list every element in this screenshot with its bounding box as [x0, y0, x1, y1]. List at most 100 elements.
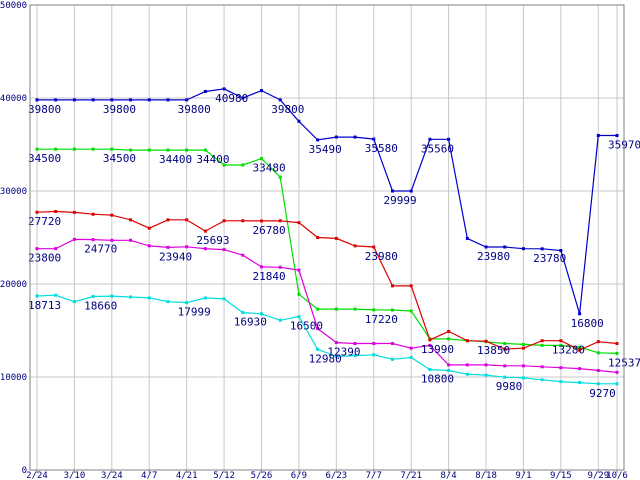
- data-point: [241, 219, 245, 223]
- data-point: [503, 245, 507, 249]
- data-point: [615, 351, 619, 355]
- data-point: [222, 87, 226, 91]
- data-point: [147, 226, 151, 230]
- data-point: [35, 147, 39, 151]
- data-point: [353, 135, 357, 139]
- data-point: [596, 133, 600, 137]
- data-label: 18713: [28, 299, 61, 312]
- data-point: [297, 292, 301, 296]
- data-point: [409, 284, 413, 288]
- data-point: [484, 339, 488, 343]
- data-point: [129, 295, 133, 299]
- data-label: 16930: [234, 316, 267, 329]
- data-point: [465, 372, 469, 376]
- data-point: [390, 284, 394, 288]
- data-point: [110, 294, 114, 298]
- data-point: [334, 307, 338, 311]
- data-point: [390, 189, 394, 193]
- data-point: [54, 147, 58, 151]
- data-point: [409, 346, 413, 350]
- data-point: [278, 175, 282, 179]
- data-point: [35, 247, 39, 251]
- data-label: 17999: [178, 306, 211, 319]
- data-label: 35580: [365, 142, 398, 155]
- x-tick-label: 6/9: [291, 471, 307, 480]
- data-point: [465, 236, 469, 240]
- data-point: [54, 98, 58, 102]
- data-point: [91, 238, 95, 242]
- data-point: [316, 327, 320, 331]
- x-tick-label: 7/7: [366, 471, 382, 480]
- data-point: [447, 337, 451, 341]
- data-point: [615, 133, 619, 137]
- data-point: [615, 370, 619, 374]
- data-point: [72, 210, 76, 214]
- data-point: [578, 345, 582, 349]
- data-label: 33480: [253, 162, 286, 175]
- data-label: 34500: [28, 152, 61, 165]
- data-label: 29999: [383, 194, 416, 207]
- data-point: [559, 339, 563, 343]
- data-label: 34500: [103, 152, 136, 165]
- x-tick-label: 6/23: [326, 471, 348, 480]
- series-lines: [35, 87, 619, 386]
- data-point: [334, 135, 338, 139]
- data-point: [278, 98, 282, 102]
- data-point: [503, 375, 507, 379]
- data-point: [297, 315, 301, 319]
- data-point: [596, 382, 600, 386]
- data-point: [203, 89, 207, 93]
- data-point: [484, 373, 488, 377]
- data-point: [521, 342, 525, 346]
- data-point: [185, 301, 189, 305]
- data-point: [559, 343, 563, 347]
- data-label: 12390: [327, 346, 360, 359]
- series-2: [35, 209, 619, 352]
- data-point: [91, 212, 95, 216]
- data-point: [372, 245, 376, 249]
- data-point: [72, 300, 76, 304]
- data-point: [110, 213, 114, 217]
- data-point: [334, 236, 338, 240]
- data-point: [203, 296, 207, 300]
- x-axis-ticks: 2/24 3/10 3/24 4/7 4/21 5/12 5/26 6/9 6/23 7/7 7/2…: [26, 470, 628, 480]
- data-point: [578, 367, 582, 371]
- series-line: [37, 88, 617, 314]
- data-label: 35560: [421, 142, 454, 155]
- data-point: [428, 338, 432, 342]
- data-label: 23980: [365, 250, 398, 263]
- data-point: [166, 218, 170, 222]
- data-point: [540, 378, 544, 382]
- data-point: [297, 119, 301, 123]
- data-point: [91, 98, 95, 102]
- data-label: 12980: [309, 352, 342, 365]
- data-label: 10800: [421, 373, 454, 386]
- data-label: 9980: [496, 380, 523, 393]
- data-point: [278, 219, 282, 223]
- y-tick-label: 40000: [0, 94, 27, 104]
- data-point: [129, 148, 133, 152]
- data-point: [503, 342, 507, 346]
- data-point: [72, 237, 76, 241]
- data-point: [447, 137, 451, 141]
- data-label: 24770: [84, 243, 117, 256]
- x-tick-label: 5/26: [251, 471, 273, 480]
- series-line: [37, 238, 618, 373]
- data-label: 23780: [533, 252, 566, 265]
- data-point: [260, 265, 264, 269]
- data-point: [147, 98, 151, 102]
- data-point: [503, 364, 507, 368]
- data-point: [521, 247, 525, 251]
- data-point: [559, 366, 563, 370]
- data-point: [278, 265, 282, 269]
- y-tick-label: 20000: [0, 280, 27, 290]
- data-point: [578, 381, 582, 385]
- data-point: [91, 294, 95, 298]
- data-point: [353, 307, 357, 311]
- data-label: 39800: [271, 103, 304, 116]
- data-point: [447, 368, 451, 372]
- data-point: [559, 380, 563, 384]
- y-tick-label: 30000: [0, 187, 27, 197]
- data-point: [72, 98, 76, 102]
- data-point: [596, 351, 600, 355]
